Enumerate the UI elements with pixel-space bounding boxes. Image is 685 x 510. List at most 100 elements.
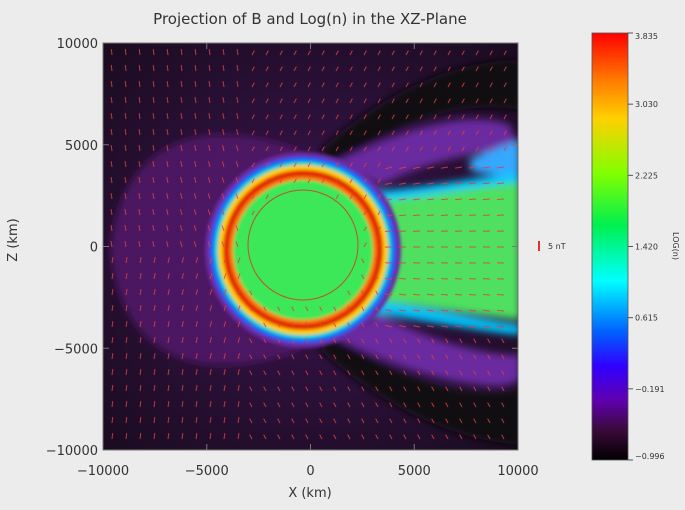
b-vector — [152, 96, 155, 104]
b-vector — [361, 386, 365, 392]
b-vector — [349, 114, 353, 120]
b-vector — [431, 418, 435, 424]
b-vector — [349, 162, 353, 168]
b-vector — [473, 370, 477, 376]
b-vector — [263, 418, 267, 424]
b-vector — [181, 369, 184, 376]
b-vector — [433, 66, 437, 72]
b-vector — [236, 48, 239, 56]
b-vector — [419, 98, 423, 104]
b-vector — [347, 338, 351, 344]
b-vector — [279, 162, 283, 168]
b-vector — [235, 177, 239, 184]
b-vector — [209, 257, 213, 264]
b-vector — [403, 402, 407, 408]
b-vector — [468, 293, 477, 296]
b-vector — [251, 82, 255, 88]
b-vector — [223, 432, 226, 440]
b-vector — [440, 293, 449, 296]
b-vector — [110, 144, 113, 152]
b-vector — [433, 82, 437, 88]
b-vector — [455, 325, 463, 328]
b-vector — [138, 112, 141, 120]
b-vector — [221, 177, 225, 184]
b-vector — [377, 114, 381, 120]
b-vector — [110, 128, 113, 136]
b-vector — [475, 98, 479, 104]
b-vector — [363, 50, 367, 56]
b-vector — [279, 82, 283, 88]
b-vector — [110, 80, 113, 88]
b-vector — [440, 182, 449, 185]
b-vector — [223, 353, 226, 360]
b-vector — [349, 82, 353, 88]
b-vector — [265, 50, 269, 56]
b-vector — [167, 432, 170, 440]
b-vector — [237, 273, 241, 280]
b-vector — [375, 434, 379, 440]
b-vector — [265, 114, 269, 120]
b-vector — [440, 198, 449, 201]
b-vector — [496, 166, 505, 169]
b-vector — [181, 337, 184, 344]
b-vector — [138, 128, 141, 136]
b-vector — [361, 306, 365, 312]
b-vector — [399, 198, 407, 201]
b-vector — [391, 146, 395, 152]
b-vector — [319, 386, 323, 392]
b-vector — [181, 416, 184, 424]
colorbar-ticks: 3.835 3.030 2.225 1.420 0.615 −0.191 −0.996 — [628, 32, 665, 461]
b-vector — [111, 272, 114, 280]
b-vector — [181, 257, 185, 264]
b-vector — [405, 146, 409, 152]
b-vector — [496, 309, 505, 312]
b-vector — [399, 166, 407, 170]
b-vector — [125, 289, 128, 296]
b-vector — [167, 400, 170, 408]
b-vector — [307, 146, 311, 152]
b-vector — [291, 434, 295, 440]
b-vector — [221, 209, 225, 216]
b-vector — [222, 48, 225, 56]
b-vector — [363, 82, 367, 88]
plot-area — [103, 43, 518, 450]
b-vector — [503, 66, 507, 72]
b-vector — [441, 325, 449, 328]
b-vector — [209, 321, 213, 328]
b-vector — [377, 242, 381, 248]
b-vector — [209, 273, 213, 280]
b-vector — [277, 418, 281, 424]
b-vector — [153, 400, 156, 408]
b-vector — [307, 162, 311, 168]
b-vector — [194, 129, 197, 136]
b-vector — [433, 114, 437, 120]
b-vector — [195, 337, 198, 344]
b-vector — [347, 418, 351, 424]
b-vector — [459, 338, 463, 344]
b-vector — [427, 325, 435, 328]
b-vector — [223, 337, 227, 344]
b-vector — [501, 354, 505, 360]
b-vector — [377, 194, 381, 200]
b-vector — [385, 309, 393, 312]
b-vector — [167, 353, 170, 360]
b-vector — [111, 304, 114, 312]
b-vector — [237, 432, 240, 440]
b-vector — [263, 386, 267, 392]
b-vector — [461, 66, 465, 72]
b-vector — [152, 129, 155, 136]
b-vector — [251, 162, 255, 168]
b-vector — [249, 418, 253, 424]
chart-title: Projection of B and Log(n) in the XZ-Pla… — [153, 10, 467, 28]
b-vector — [349, 130, 353, 136]
b-vector — [487, 402, 491, 408]
b-vector — [361, 370, 365, 376]
b-vector — [124, 112, 127, 120]
b-vector — [361, 418, 365, 424]
b-vector — [208, 145, 211, 152]
b-vector — [403, 418, 407, 424]
b-vector — [363, 210, 367, 216]
b-vector — [139, 289, 142, 296]
b-vector — [419, 66, 423, 72]
b-vector — [124, 225, 127, 232]
